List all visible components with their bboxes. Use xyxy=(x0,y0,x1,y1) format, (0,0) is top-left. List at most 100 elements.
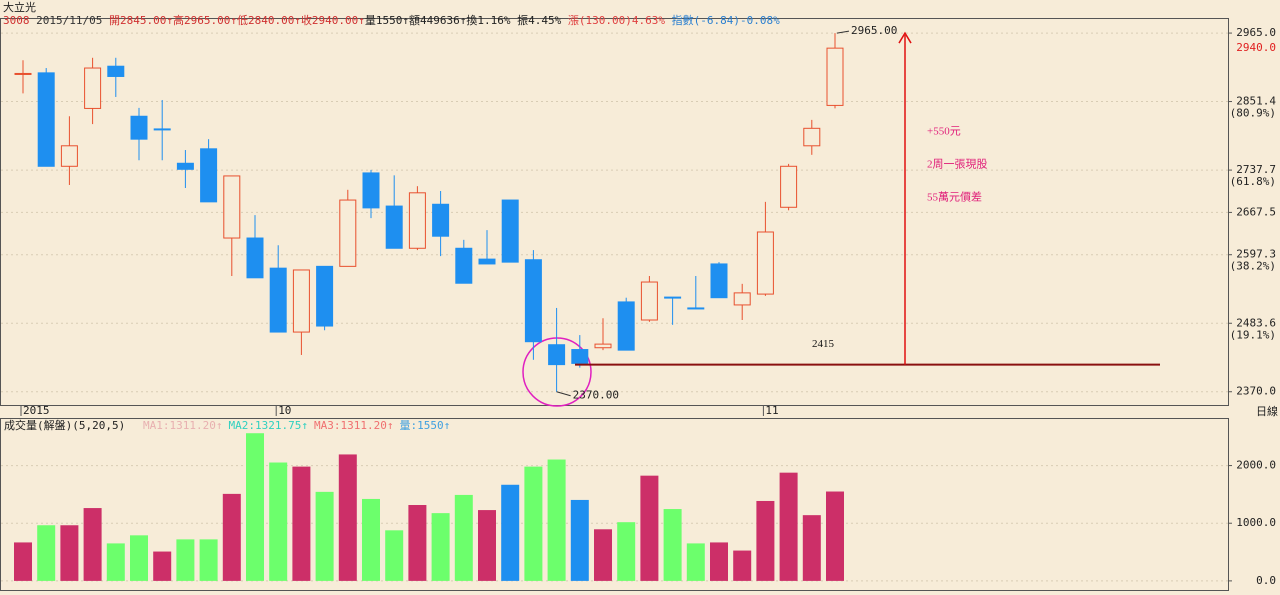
volume-bar xyxy=(83,508,102,581)
volume-title: 成交量(解盤)(5,20,5) xyxy=(4,418,125,432)
candle-body xyxy=(316,265,334,327)
quote-field: 高2965.00↑ xyxy=(173,13,237,27)
percent-label: (61.8%) xyxy=(1230,175,1276,188)
volume-bar xyxy=(408,505,427,581)
candle-body xyxy=(803,127,821,147)
candle-body xyxy=(710,263,728,299)
candle-body xyxy=(640,281,658,321)
volume-bar xyxy=(246,433,264,581)
volume-bar xyxy=(663,509,682,581)
candle-body xyxy=(37,72,55,167)
legend-entry: MA2:1321.75↑ xyxy=(228,419,307,432)
quote-line: 3008 2015/11/05 開2845.00↑高2965.00↑低2840.… xyxy=(3,13,780,27)
quote-field: 指數(-6.84)-0.08% xyxy=(672,13,780,27)
x-tick-label: 2015 xyxy=(23,404,50,417)
volume-bar xyxy=(547,459,566,581)
volume-bar xyxy=(338,454,357,581)
y-tick-label: 1000.0 xyxy=(1236,516,1276,529)
volume-bar xyxy=(292,466,311,581)
candle-body xyxy=(780,165,798,208)
legend-entry: 量:1550↑ xyxy=(399,419,450,432)
volume-bar xyxy=(524,466,543,581)
volume-bar xyxy=(176,539,195,581)
last-price-label: 2940.0 xyxy=(1236,41,1276,54)
volume-bar xyxy=(710,542,728,581)
candle-body xyxy=(107,65,125,77)
quote-field: 振4.45% xyxy=(517,13,568,27)
candle-body xyxy=(733,292,751,306)
volume-bar xyxy=(222,493,241,581)
volume-bar xyxy=(478,510,496,581)
high-pointer xyxy=(836,30,850,34)
candle-body xyxy=(60,145,78,167)
quote-field: 3008 xyxy=(3,14,30,27)
y-tick-label: 2965.0 xyxy=(1236,26,1276,39)
volume-bar xyxy=(269,462,288,581)
quote-field: 漲(130.00)4.63% xyxy=(568,14,672,27)
y-tick-label: 2483.6 xyxy=(1236,316,1276,329)
candle-body xyxy=(385,205,403,249)
volume-bar xyxy=(37,525,56,581)
volume-bar xyxy=(617,522,636,581)
volume-bar xyxy=(14,542,32,581)
low-label: 2370.00 xyxy=(573,389,619,402)
volume-bar xyxy=(756,500,775,581)
volume-bar xyxy=(594,529,612,581)
volume-legend: MA1:1311.20↑ MA2:1321.75↑ MA3:1311.20↑ 量:15… xyxy=(143,419,450,432)
percent-label: (38.2%) xyxy=(1230,260,1276,273)
quote-field: 額449636↑ xyxy=(409,14,466,27)
candle-body xyxy=(756,231,774,295)
candle-body xyxy=(176,162,194,170)
candle-body xyxy=(153,128,171,131)
volume-bar xyxy=(826,491,844,581)
note: +550元 xyxy=(927,126,961,138)
note: 55萬元價差 xyxy=(927,190,982,204)
volume-bar xyxy=(385,530,404,581)
high-label: 2965.00 xyxy=(851,24,897,37)
candle-body xyxy=(362,172,380,209)
y-tick-label: 2667.5 xyxy=(1236,205,1276,218)
volume-bar xyxy=(199,539,218,581)
volume-bar xyxy=(570,499,589,581)
volume-bar xyxy=(362,498,380,581)
quote-field: 開2845.00↑ xyxy=(109,14,173,27)
quote-field: 換1.16% xyxy=(466,14,517,27)
volume-bar xyxy=(640,475,659,581)
candle-body xyxy=(455,247,473,284)
stock-name: 大立光 xyxy=(3,0,36,14)
y-tick-label: 2597.3 xyxy=(1236,248,1276,261)
quote-field: 低2840.00↑ xyxy=(237,14,301,27)
volume-bar xyxy=(454,494,473,581)
candle-body xyxy=(478,258,496,265)
volume-bar xyxy=(315,491,334,581)
legend-entry: MA3:1311.20↑ xyxy=(314,419,393,432)
volume-bar xyxy=(733,550,752,581)
candle-body xyxy=(826,47,844,106)
candle-body xyxy=(617,301,635,351)
quote-field: 量1550↑ xyxy=(365,14,409,27)
candle-body xyxy=(130,115,148,140)
x-tick-label: 10 xyxy=(278,404,291,417)
candle-body xyxy=(200,148,218,203)
level-label: 2415 xyxy=(812,338,835,350)
y-tick-label: 2370.0 xyxy=(1236,385,1276,398)
candle-body xyxy=(84,67,102,109)
candle-body xyxy=(408,192,426,249)
arrow-head xyxy=(898,31,912,44)
candle-body xyxy=(594,343,612,349)
candle-body xyxy=(223,175,241,239)
candle-body xyxy=(269,267,287,333)
volume-panel xyxy=(0,418,1229,591)
period-label: 日線 xyxy=(1256,404,1278,418)
candle-body xyxy=(687,307,705,310)
percent-label: (19.1%) xyxy=(1230,328,1276,341)
quote-field: 收2940.00↑ xyxy=(301,13,365,27)
volume-bar xyxy=(501,484,520,581)
low-pointer xyxy=(556,391,571,397)
volume-bar xyxy=(431,513,450,581)
volume-bar xyxy=(686,543,705,581)
candle-body xyxy=(548,344,566,366)
volume-bar xyxy=(106,543,125,581)
